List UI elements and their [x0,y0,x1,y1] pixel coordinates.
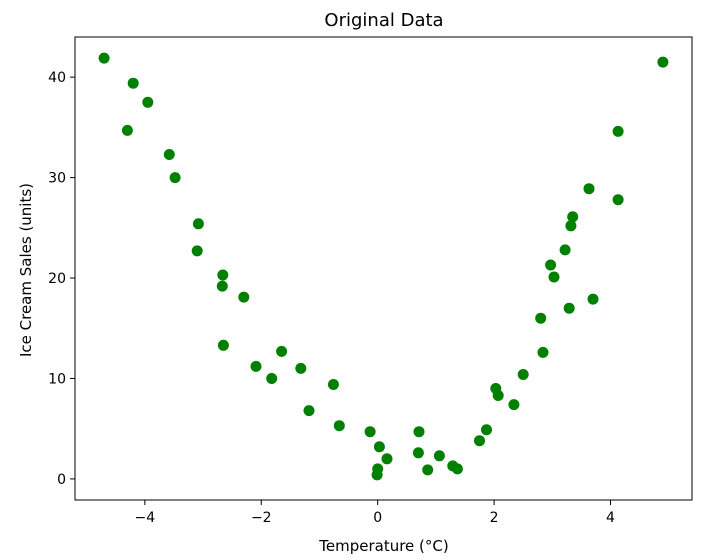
x-tick-label: 0 [373,510,382,526]
data-point [433,450,445,462]
data-point [657,56,669,68]
data-point [373,441,385,453]
data-point [535,312,547,324]
y-tick-label: 20 [48,271,66,287]
y-axis-ticks: 0 10 20 30 40 [48,70,75,488]
data-point [169,172,181,184]
data-point [567,211,579,223]
data-point [563,302,575,314]
data-point [612,125,624,137]
data-point [583,183,595,195]
data-point [238,291,250,303]
data-point [474,435,485,447]
x-tick-label: −4 [135,510,156,526]
data-point [508,399,520,411]
x-tick-label: 2 [490,510,499,526]
data-point [537,346,549,358]
x-axis-ticks: −4 −2 0 2 4 [135,500,615,526]
data-point [371,469,383,481]
data-point [192,218,204,230]
data-point [481,424,492,436]
chart-title: Original Data [324,10,443,31]
x-tick-label: 4 [606,510,615,526]
data-point [451,463,463,475]
data-point [381,453,393,465]
data-point [412,447,424,459]
data-point [587,293,599,305]
data-point [333,420,345,432]
data-point [548,271,560,283]
data-point [276,345,288,357]
data-point [612,194,624,206]
data-points [98,52,669,481]
x-axis-label: Temperature (°C) [318,537,448,555]
y-tick-label: 40 [48,70,66,86]
y-axis-label: Ice Cream Sales (units) [17,183,35,357]
plot-frame [74,36,693,501]
data-point [266,373,278,384]
data-point [163,149,175,160]
data-point [422,464,434,476]
data-point [98,52,110,64]
data-point [364,426,376,438]
y-tick-label: 30 [48,171,66,187]
data-point [216,280,228,292]
data-point [217,339,229,351]
data-point [413,426,425,438]
data-point [545,259,557,271]
data-point [303,405,315,417]
data-point [191,245,203,257]
x-tick-label: −2 [251,510,272,526]
data-point [327,379,339,390]
data-point [142,96,154,108]
data-point [127,77,139,89]
data-point [217,269,229,281]
data-point [517,369,529,380]
data-point [559,244,571,256]
data-point [295,362,307,374]
data-point [121,124,133,136]
data-point [565,220,577,232]
data-point [492,390,504,401]
y-tick-label: 0 [57,472,66,488]
data-point [250,360,262,372]
plot-area [74,36,693,501]
y-tick-label: 10 [48,371,66,387]
